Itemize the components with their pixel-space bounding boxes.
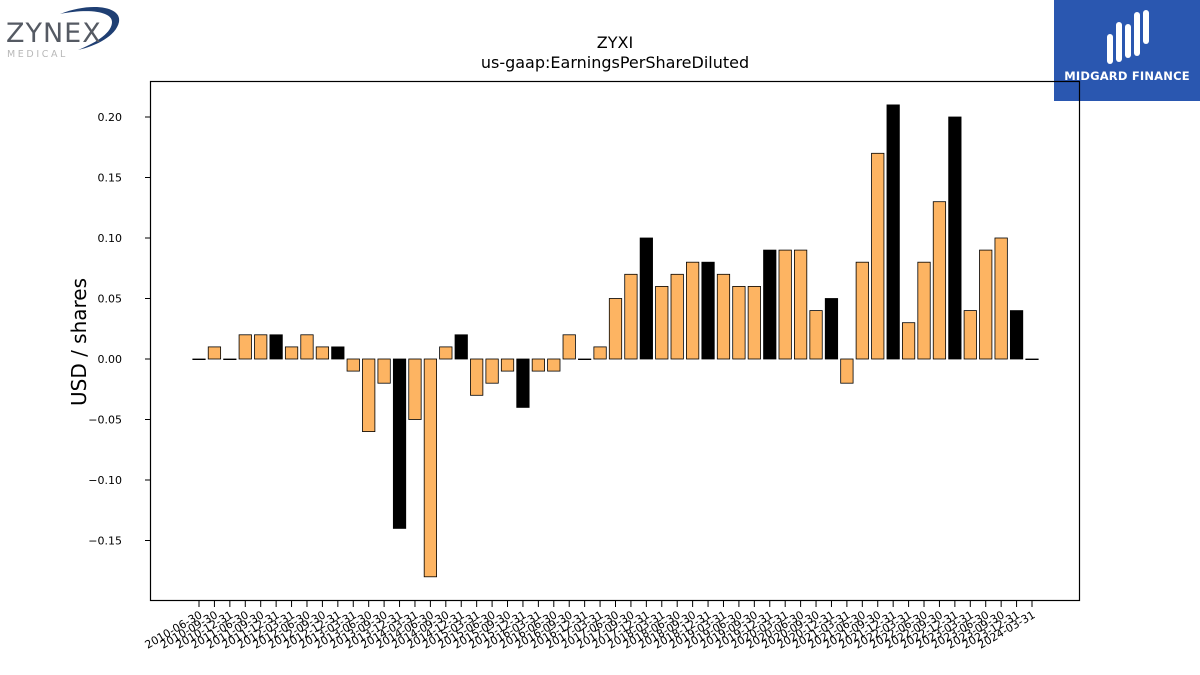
bar-2019-09-30 (763, 249, 777, 360)
bar-2018-12-31 (716, 273, 731, 360)
y-tick-label: 0.10 (98, 232, 123, 245)
bar-2011-03-31 (238, 334, 252, 360)
bar-2021-09-30 (886, 104, 900, 360)
bar-2010-09-30 (207, 346, 222, 360)
y-tick-label: 0.20 (98, 111, 123, 124)
bar-2011-12-31 (284, 346, 299, 360)
bar-2016-12-31 (593, 346, 607, 360)
y-axis-label: USD / shares (67, 278, 91, 406)
bar-2020-09-30 (824, 298, 839, 360)
zynex-swoosh-icon (60, 7, 120, 51)
bar-2016-09-30 (578, 358, 592, 361)
y-tick-label: 0.00 (98, 353, 123, 366)
bar-2019-06-30 (747, 285, 761, 360)
bar-2012-03-31 (300, 334, 314, 360)
medical-brand-text: MEDICAL (7, 49, 68, 60)
bar-2012-06-30 (315, 346, 330, 360)
bar-2015-03-31 (485, 358, 499, 384)
y-tick-label: −0.15 (88, 535, 122, 548)
bar-2014-03-31 (423, 358, 437, 578)
bar-2011-09-30 (269, 334, 283, 360)
bar-2014-09-30 (454, 334, 468, 360)
bar-2017-06-30 (624, 273, 638, 360)
y-ticks-group: −0.15 −0.10 −0.05 0.00 0.05 0.10 0.15 0.20 (88, 111, 150, 548)
bar-2021-06-30 (871, 152, 885, 360)
bar-2013-09-30 (392, 358, 407, 529)
chart-subtitle: us-gaap:EarningsPerShareDiluted (481, 53, 749, 72)
bar-2020-03-31 (794, 249, 808, 360)
y-tick-label: −0.10 (88, 474, 122, 487)
bar-2018-03-31 (670, 273, 684, 360)
bar-2012-09-30 (331, 346, 345, 360)
zynex-medical-logo: ZYNEX MEDICAL (0, 0, 130, 70)
bar-2023-06-30 (994, 237, 1008, 360)
bar-2015-09-30 (516, 358, 530, 408)
bar-2016-03-31 (547, 358, 561, 372)
bar-2023-03-31 (979, 249, 993, 360)
bar-2013-06-30 (377, 358, 391, 384)
bar-2022-03-31 (917, 261, 931, 360)
bar-2017-12-31 (655, 285, 669, 360)
chart-title: ZYXI (597, 33, 633, 52)
bar-2022-06-30 (932, 201, 947, 360)
bar-2018-06-30 (686, 261, 700, 360)
bar-2023-12-31 (1025, 358, 1039, 361)
bars-group (192, 104, 1039, 578)
bar-2015-06-30 (500, 358, 515, 372)
bar-2019-03-31 (732, 285, 746, 360)
zynex-brand-text: ZYNEX (6, 18, 102, 49)
bar-2015-12-31 (531, 358, 545, 372)
midgard-finance-text: MIDGARD FINANCE (1064, 69, 1190, 83)
bar-2017-09-30 (639, 237, 653, 360)
bar-2016-06-30 (562, 334, 576, 360)
y-tick-label: 0.15 (98, 172, 123, 185)
bar-2013-03-31 (362, 358, 376, 432)
x-ticks-group: 2010-06-302010-09-302010-12-312011-06-30… (143, 601, 1038, 652)
bar-2014-12-31 (470, 358, 484, 396)
y-tick-label: −0.05 (88, 414, 122, 427)
y-tick-label: 0.05 (98, 293, 123, 306)
bar-2017-03-31 (608, 298, 623, 360)
plot-frame (149, 80, 1081, 602)
bar-2011-06-30 (254, 334, 268, 360)
bar-2023-09-30 (1009, 310, 1024, 360)
bar-2012-12-31 (346, 358, 360, 372)
bar-2010-12-31 (223, 358, 237, 361)
bar-2013-12-31 (408, 358, 422, 420)
midgard-m-icon (1107, 10, 1149, 64)
midgard-finance-logo: MIDGARD FINANCE (1054, 0, 1200, 101)
bar-2021-12-31 (901, 322, 916, 360)
bar-2020-12-31 (840, 358, 854, 384)
bar-2014-06-30 (439, 346, 453, 360)
bar-2022-09-30 (948, 116, 962, 360)
bar-2021-03-31 (855, 261, 869, 360)
bar-2010-06-30 (192, 358, 206, 361)
bar-2018-09-30 (701, 261, 715, 360)
bar-2022-12-31 (963, 310, 977, 360)
bar-2020-06-30 (809, 310, 823, 360)
bar-2019-12-31 (778, 249, 792, 360)
